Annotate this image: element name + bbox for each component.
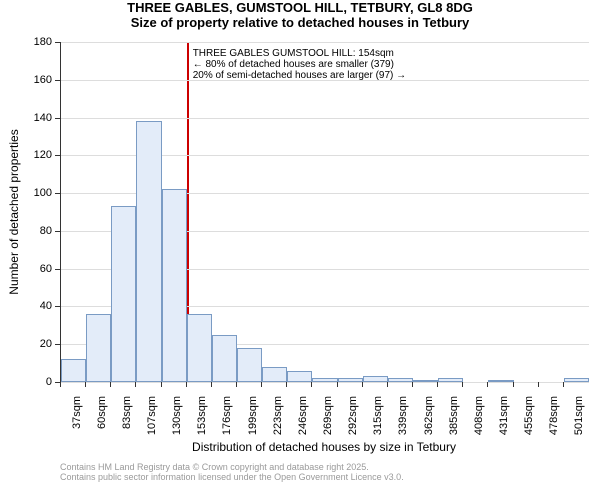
x-tick-label: 246sqm [297,396,309,435]
y-tick-mark [55,306,60,307]
histogram-bar [61,359,86,382]
annotation-line: THREE GABLES GUMSTOOL HILL: 154sqm [193,48,406,59]
footer-line-1: Contains HM Land Registry data © Crown c… [60,462,404,472]
histogram-bar [162,189,187,382]
chart-subtitle: Size of property relative to detached ho… [0,15,600,30]
histogram-bar [212,335,237,382]
x-tick-mark [186,382,187,387]
histogram-bar [312,378,337,382]
y-tick-mark [55,42,60,43]
x-tick-label: 199sqm [247,396,259,435]
x-tick-mark [211,382,212,387]
x-tick-mark [85,382,86,387]
x-tick-mark [362,382,363,387]
x-tick-mark [337,382,338,387]
footer-line-2: Contains public sector information licen… [60,472,404,482]
y-tick-mark [55,269,60,270]
x-tick-mark [412,382,413,387]
histogram-bar [237,348,262,382]
y-tick-label: 40 [0,300,52,312]
y-tick-label: 100 [0,187,52,199]
x-tick-label: 408sqm [473,396,485,435]
histogram-bar [86,314,111,382]
y-tick-label: 160 [0,74,52,86]
histogram-bar [388,378,413,382]
y-tick-label: 180 [0,36,52,48]
x-tick-mark [110,382,111,387]
x-tick-label: 153sqm [196,396,208,435]
x-axis-title: Distribution of detached houses by size … [192,440,456,454]
histogram-bar [413,380,438,382]
x-tick-label: 455sqm [523,396,535,435]
x-tick-label: 315sqm [372,396,384,435]
x-tick-label: 385sqm [448,396,460,435]
x-tick-mark [261,382,262,387]
x-tick-mark [161,382,162,387]
histogram-bar [262,367,287,382]
x-tick-mark [311,382,312,387]
y-tick-mark [55,155,60,156]
x-tick-mark [236,382,237,387]
x-tick-mark [135,382,136,387]
y-tick-label: 140 [0,112,52,124]
x-tick-label: 478sqm [548,396,560,435]
x-tick-label: 130sqm [171,396,183,435]
x-tick-label: 176sqm [221,396,233,435]
chart-container: THREE GABLES, GUMSTOOL HILL, TETBURY, GL… [0,0,600,500]
x-tick-mark [437,382,438,387]
x-tick-label: 362sqm [423,396,435,435]
chart-title: THREE GABLES, GUMSTOOL HILL, TETBURY, GL… [0,0,600,15]
plot-area: THREE GABLES GUMSTOOL HILL: 154sqm← 80% … [60,42,589,383]
gridline [61,118,589,119]
y-tick-mark [55,344,60,345]
x-tick-mark [387,382,388,387]
x-tick-mark [563,382,564,387]
histogram-bar [338,378,363,382]
y-tick-label: 0 [0,376,52,388]
histogram-bar [438,378,463,382]
x-tick-label: 269sqm [322,396,334,435]
x-tick-mark [487,382,488,387]
y-tick-mark [55,193,60,194]
x-tick-label: 431sqm [498,396,510,435]
histogram-bar [564,378,589,382]
x-tick-label: 223sqm [272,396,284,435]
x-tick-mark [462,382,463,387]
histogram-bar [111,206,136,382]
y-tick-label: 80 [0,225,52,237]
annotation-line: ← 80% of detached houses are smaller (37… [193,59,406,70]
y-tick-label: 60 [0,263,52,275]
histogram-bar [287,371,312,382]
x-tick-mark [513,382,514,387]
y-tick-label: 20 [0,338,52,350]
x-tick-mark [286,382,287,387]
gridline [61,42,589,43]
x-tick-label: 501sqm [573,396,585,435]
x-tick-label: 339sqm [397,396,409,435]
x-tick-label: 60sqm [96,396,108,429]
x-tick-mark [60,382,61,387]
x-tick-label: 107sqm [146,396,158,435]
y-tick-label: 120 [0,149,52,161]
y-tick-mark [55,80,60,81]
histogram-bar [488,380,513,382]
y-tick-mark [55,231,60,232]
gridline [61,80,589,81]
gridline [61,382,589,383]
x-tick-label: 292sqm [347,396,359,435]
histogram-bar [363,376,388,382]
x-tick-label: 83sqm [121,396,133,429]
histogram-bar [136,121,161,382]
histogram-bar [187,314,212,382]
footer-attribution: Contains HM Land Registry data © Crown c… [60,462,404,482]
x-tick-label: 37sqm [71,396,83,429]
x-tick-mark [538,382,539,387]
y-tick-mark [55,118,60,119]
annotation-box: THREE GABLES GUMSTOOL HILL: 154sqm← 80% … [193,48,406,81]
